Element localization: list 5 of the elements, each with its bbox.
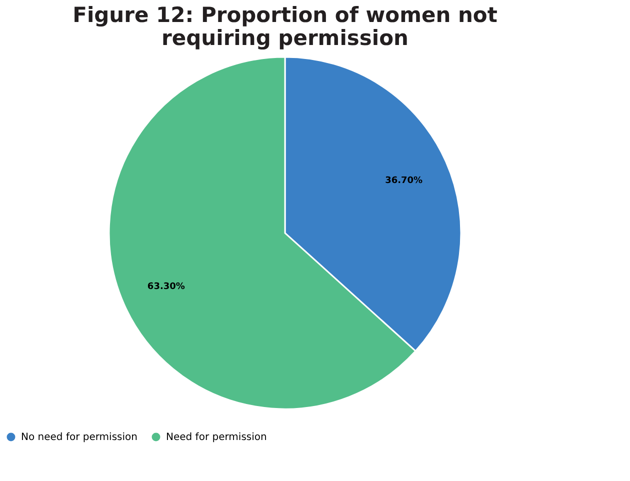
data-label: 36.70% xyxy=(385,176,423,186)
legend-label: No need for permission xyxy=(21,432,138,443)
legend-label: Need for permission xyxy=(166,432,267,443)
data-label: 63.30% xyxy=(147,282,185,292)
chart-title: Figure 12: Proportion of women not requiring permission xyxy=(72,3,498,50)
